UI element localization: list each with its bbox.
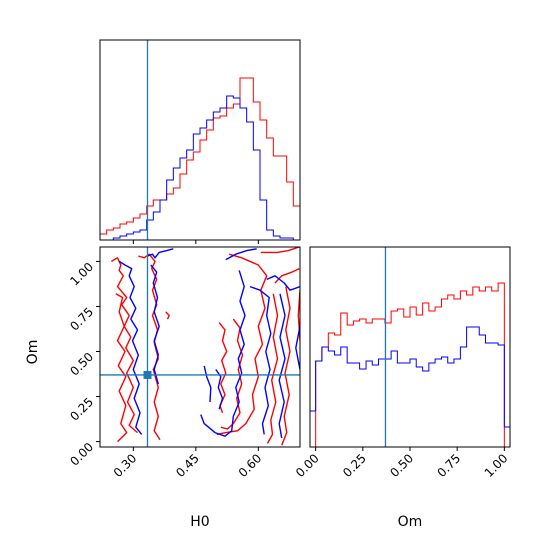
contour-red-5 <box>260 247 300 254</box>
joint-x-tick-label: 0.60 <box>236 451 265 480</box>
contour-blue-3 <box>225 248 257 261</box>
contour-blue-1 <box>147 248 174 259</box>
contour-red-6 <box>274 267 300 284</box>
h0-hist-blue-series <box>100 95 300 240</box>
om-hist-red-series <box>310 282 510 447</box>
contour-red-1 <box>115 293 128 443</box>
contour-red-3 <box>216 253 268 436</box>
om-hist-x-tick-label: 0.75 <box>434 451 463 480</box>
joint-y-tick-label: 0.00 <box>67 440 96 469</box>
x-axis-label-om: Om <box>398 514 423 530</box>
contour-blue-4 <box>200 270 246 437</box>
om-hist-x-tick-label: 1.00 <box>482 451 511 480</box>
contour-blue-8 <box>266 275 300 291</box>
contour-blue-7 <box>249 285 272 435</box>
contour-blue-9 <box>278 293 286 439</box>
h0-hist-frame <box>99 39 301 241</box>
joint-x-tick-label: 0.30 <box>111 451 140 480</box>
joint-y-tick-label: 0.50 <box>67 350 96 379</box>
joint-y-tick-label: 0.75 <box>67 305 96 334</box>
joint-truth-marker <box>143 370 152 379</box>
contour-red-4 <box>220 318 244 430</box>
om-hist-blue-series <box>310 326 510 447</box>
om-hist-x-tick-label: 0.25 <box>340 451 369 480</box>
x-axis-label-h0: H0 <box>190 514 209 530</box>
contour-blue-0 <box>118 260 143 435</box>
om-hist-x-tick-label: 0.00 <box>293 451 322 480</box>
h0-hist-red-series <box>100 77 300 240</box>
joint-y-tick-label: 0.25 <box>67 395 96 424</box>
joint-y-tick-label: 1.00 <box>67 260 96 289</box>
contour-red-11 <box>165 311 170 320</box>
contour-red-8 <box>281 286 291 446</box>
contour-blue-6 <box>203 365 212 403</box>
joint-frame <box>99 246 301 448</box>
contour-blue-10 <box>295 326 300 370</box>
contour-red-7 <box>266 293 279 444</box>
om-hist-frame <box>309 246 511 448</box>
y-axis-label-om: Om <box>25 340 41 365</box>
joint-x-tick-label: 0.45 <box>173 451 202 480</box>
om-hist-x-tick-label: 0.50 <box>387 451 416 480</box>
contour-red-2 <box>138 253 161 441</box>
contour-blue-2 <box>150 264 160 385</box>
